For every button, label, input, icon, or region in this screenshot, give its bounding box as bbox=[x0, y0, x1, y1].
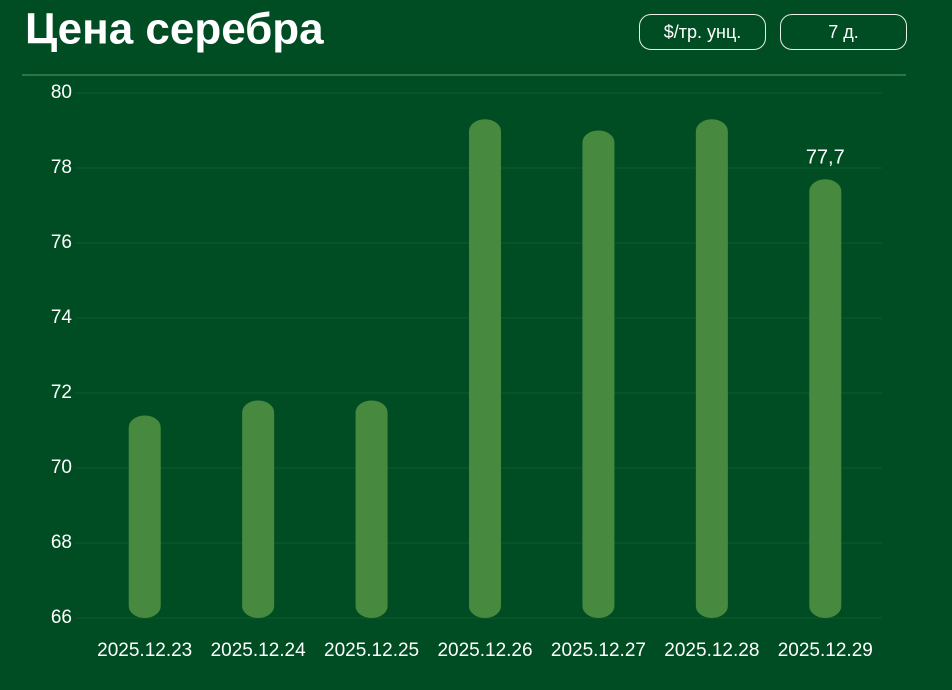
x-tick-label: 2025.12.29 bbox=[778, 640, 873, 661]
y-tick-label: 68 bbox=[51, 532, 72, 553]
bar bbox=[355, 400, 388, 618]
x-tick-label: 2025.12.23 bbox=[97, 640, 192, 661]
y-tick-label: 78 bbox=[51, 157, 72, 178]
y-tick-label: 74 bbox=[51, 307, 73, 328]
y-tick-label: 70 bbox=[51, 457, 72, 478]
unit-button[interactable]: $/тр. унц. bbox=[639, 14, 766, 50]
value-label: 77,7 bbox=[806, 147, 845, 169]
x-tick-label: 2025.12.26 bbox=[437, 640, 532, 661]
bar bbox=[469, 119, 501, 618]
x-tick-label: 2025.12.25 bbox=[324, 640, 419, 661]
y-tick-label: 80 bbox=[51, 82, 72, 103]
bar bbox=[242, 400, 275, 618]
bar bbox=[582, 130, 615, 618]
bar bbox=[695, 119, 728, 618]
y-tick-label: 76 bbox=[51, 232, 72, 253]
y-tick-label: 72 bbox=[51, 382, 72, 403]
y-tick-label: 66 bbox=[51, 607, 72, 628]
bar bbox=[809, 179, 842, 618]
x-tick-label: 2025.12.28 bbox=[664, 640, 759, 661]
x-tick-label: 2025.12.27 bbox=[551, 640, 646, 661]
x-tick-label: 2025.12.24 bbox=[211, 640, 307, 661]
period-button[interactable]: 7 д. bbox=[780, 14, 907, 50]
chart-title: Цена серебра bbox=[25, 5, 324, 54]
bar bbox=[128, 415, 161, 618]
